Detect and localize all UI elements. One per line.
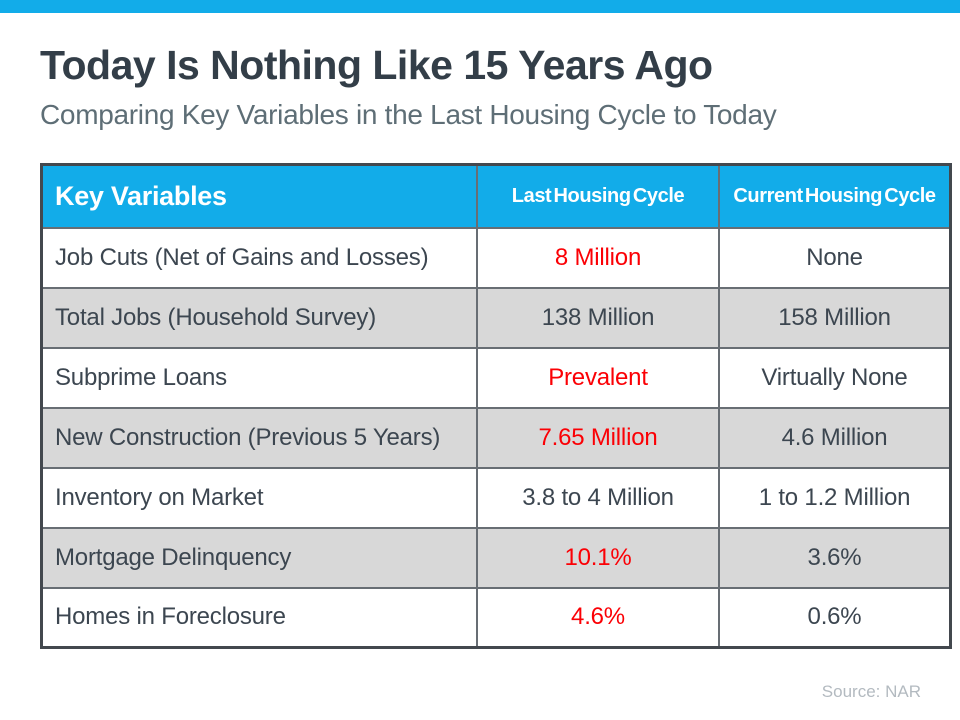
table-header-row: Key Variables Last Housing Cycle Current…	[40, 163, 952, 229]
row-current-cycle-value: 1 to 1.2 Million	[718, 466, 952, 529]
table-row: Mortgage Delinquency 10.1% 3.6%	[40, 526, 952, 589]
row-label: Mortgage Delinquency	[40, 526, 478, 589]
row-label: Total Jobs (Household Survey)	[40, 286, 478, 349]
row-last-cycle-value: 7.65 Million	[476, 406, 720, 469]
brand-accent-bar	[0, 0, 960, 13]
page-title: Today Is Nothing Like 15 Years Ago	[40, 42, 713, 88]
row-label: Job Cuts (Net of Gains and Losses)	[40, 226, 478, 289]
row-current-cycle-value: 3.6%	[718, 526, 952, 589]
row-label: New Construction (Previous 5 Years)	[40, 406, 478, 469]
table-row: Inventory on Market 3.8 to 4 Million 1 t…	[40, 466, 952, 529]
row-last-cycle-value: 4.6%	[476, 586, 720, 649]
page-subtitle: Comparing Key Variables in the Last Hous…	[40, 99, 777, 130]
table-row: Total Jobs (Household Survey) 138 Millio…	[40, 286, 952, 349]
table-row: Homes in Foreclosure 4.6% 0.6%	[40, 586, 952, 649]
row-last-cycle-value: 138 Million	[476, 286, 720, 349]
row-current-cycle-value: 0.6%	[718, 586, 952, 649]
table-row: New Construction (Previous 5 Years) 7.65…	[40, 406, 952, 469]
row-current-cycle-value: Virtually None	[718, 346, 952, 409]
row-label: Homes in Foreclosure	[40, 586, 478, 649]
row-last-cycle-value: 3.8 to 4 Million	[476, 466, 720, 529]
row-last-cycle-value: 10.1%	[476, 526, 720, 589]
header-last-housing-cycle: Last Housing Cycle	[476, 163, 720, 229]
row-label: Inventory on Market	[40, 466, 478, 529]
table-row: Subprime Loans Prevalent Virtually None	[40, 346, 952, 409]
row-current-cycle-value: None	[718, 226, 952, 289]
row-current-cycle-value: 158 Million	[718, 286, 952, 349]
table-row: Job Cuts (Net of Gains and Losses) 8 Mil…	[40, 226, 952, 289]
row-current-cycle-value: 4.6 Million	[718, 406, 952, 469]
comparison-table: Key Variables Last Housing Cycle Current…	[40, 163, 952, 649]
header-key-variables: Key Variables	[40, 163, 478, 229]
header-current-housing-cycle: Current Housing Cycle	[718, 163, 952, 229]
row-last-cycle-value: Prevalent	[476, 346, 720, 409]
source-attribution: Source: NAR	[821, 682, 921, 701]
row-label: Subprime Loans	[40, 346, 478, 409]
row-last-cycle-value: 8 Million	[476, 226, 720, 289]
